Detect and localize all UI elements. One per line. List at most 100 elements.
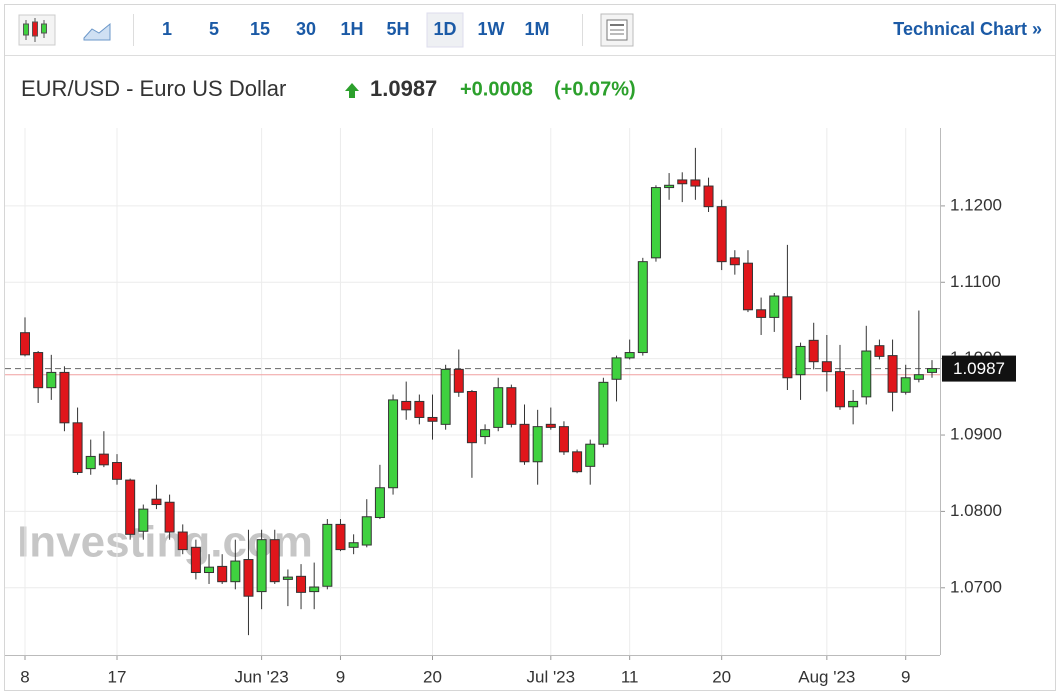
candle-body bbox=[532, 426, 543, 463]
y-tick-label: 1.0700 bbox=[950, 577, 1002, 596]
candle-body bbox=[808, 339, 819, 363]
x-tick-label: 9 bbox=[901, 667, 910, 686]
interval-button[interactable]: 1W bbox=[478, 19, 505, 39]
candle-body bbox=[440, 368, 451, 425]
candle-body bbox=[493, 387, 504, 428]
candle-body bbox=[927, 368, 937, 373]
candle-body bbox=[151, 498, 162, 506]
candle-body bbox=[572, 451, 583, 473]
x-tick-label: Jul '23 bbox=[526, 667, 575, 686]
price-change-percent: (+0.07%) bbox=[554, 78, 636, 100]
candle-body bbox=[230, 560, 241, 583]
x-tick-label: 11 bbox=[621, 667, 639, 686]
x-tick-label: 8 bbox=[20, 667, 29, 686]
candle-body bbox=[848, 400, 859, 408]
candle-body bbox=[874, 345, 885, 357]
candle-body bbox=[243, 559, 254, 597]
last-price-tag bbox=[942, 355, 1016, 382]
candle-body bbox=[72, 422, 83, 473]
x-tick-label: 17 bbox=[108, 667, 127, 686]
candle-body bbox=[269, 539, 280, 583]
candle-body bbox=[703, 185, 714, 208]
candle-body bbox=[506, 387, 517, 425]
candle-body bbox=[664, 184, 675, 189]
y-tick-label: 1.0800 bbox=[950, 501, 1002, 520]
candle-body bbox=[769, 295, 780, 318]
candle-body bbox=[887, 355, 898, 393]
candle-body bbox=[729, 257, 740, 266]
candle-body bbox=[46, 371, 57, 389]
candle-body bbox=[756, 309, 767, 318]
candle-body bbox=[177, 531, 188, 551]
plot: 1.07001.08001.09001.10001.11001.1200817J… bbox=[5, 128, 1016, 686]
candle-body bbox=[637, 261, 648, 354]
candle-body bbox=[427, 416, 438, 422]
candle-body bbox=[795, 345, 806, 376]
candle-body bbox=[190, 546, 201, 574]
candle-body bbox=[388, 399, 399, 489]
candle-body bbox=[611, 357, 622, 380]
candle-body bbox=[558, 426, 569, 453]
y-tick-label: 1.1100 bbox=[950, 272, 1001, 291]
candle-body bbox=[85, 455, 96, 470]
candle-body bbox=[164, 501, 175, 533]
y-tick-label: 1.1200 bbox=[950, 195, 1002, 214]
candle-body bbox=[414, 400, 425, 418]
interval-button[interactable]: 5 bbox=[209, 19, 219, 39]
interval-button[interactable]: 30 bbox=[296, 19, 316, 39]
candle-body bbox=[256, 539, 267, 593]
interval-button[interactable]: 1 bbox=[162, 19, 172, 39]
interval-button[interactable]: 1M bbox=[524, 19, 549, 39]
candle-body bbox=[361, 516, 372, 546]
candle-body bbox=[125, 479, 136, 535]
candle-body bbox=[545, 423, 556, 428]
candle-body bbox=[821, 361, 832, 373]
candle-body bbox=[335, 523, 346, 551]
x-tick-label: 20 bbox=[423, 667, 442, 686]
candle-body bbox=[466, 391, 477, 444]
candle-body bbox=[585, 443, 596, 467]
candle-body bbox=[309, 586, 320, 593]
candle-body bbox=[900, 377, 911, 393]
candle-body bbox=[677, 179, 688, 185]
x-tick-label: 9 bbox=[336, 667, 345, 686]
candle-body bbox=[20, 332, 30, 356]
candle-body bbox=[624, 352, 635, 359]
candle-body bbox=[348, 542, 359, 548]
candle-body bbox=[322, 523, 333, 587]
interval-selected-bg bbox=[426, 12, 464, 48]
candle-body bbox=[33, 352, 44, 389]
interval-button[interactable]: 1D bbox=[433, 19, 456, 39]
table-icon[interactable] bbox=[600, 13, 634, 47]
technical-chart-link[interactable]: Technical Chart » bbox=[893, 19, 1042, 39]
candle-body bbox=[480, 429, 491, 438]
candle-body bbox=[282, 576, 293, 580]
interval-button[interactable]: 5H bbox=[386, 19, 409, 39]
candle-body bbox=[138, 508, 149, 532]
candle-body bbox=[519, 423, 530, 463]
candle-body bbox=[782, 296, 793, 379]
candle-body bbox=[716, 206, 727, 263]
last-price-label: 1.0987 bbox=[953, 359, 1005, 378]
candle-body bbox=[374, 487, 385, 519]
candle-body bbox=[650, 187, 661, 259]
x-tick-label: Aug '23 bbox=[798, 667, 855, 686]
instrument-title: EUR/USD - Euro US Dollar bbox=[21, 76, 286, 101]
candle-body bbox=[204, 566, 215, 574]
candle-body bbox=[834, 371, 845, 408]
candle-body bbox=[598, 381, 609, 445]
candle-body bbox=[913, 374, 924, 380]
candle-body bbox=[401, 400, 412, 411]
candle-body bbox=[217, 565, 228, 583]
x-tick-label: 20 bbox=[712, 667, 731, 686]
up-arrow bbox=[345, 83, 359, 98]
area-icon[interactable] bbox=[83, 22, 111, 41]
interval-button[interactable]: 15 bbox=[250, 19, 270, 39]
last-price: 1.0987 bbox=[370, 76, 437, 101]
candle-body bbox=[296, 575, 307, 593]
interval-button[interactable]: 1H bbox=[340, 19, 363, 39]
candle-body bbox=[453, 368, 464, 393]
y-tick-label: 1.0900 bbox=[950, 425, 1002, 444]
candle-icon[interactable] bbox=[18, 14, 56, 46]
